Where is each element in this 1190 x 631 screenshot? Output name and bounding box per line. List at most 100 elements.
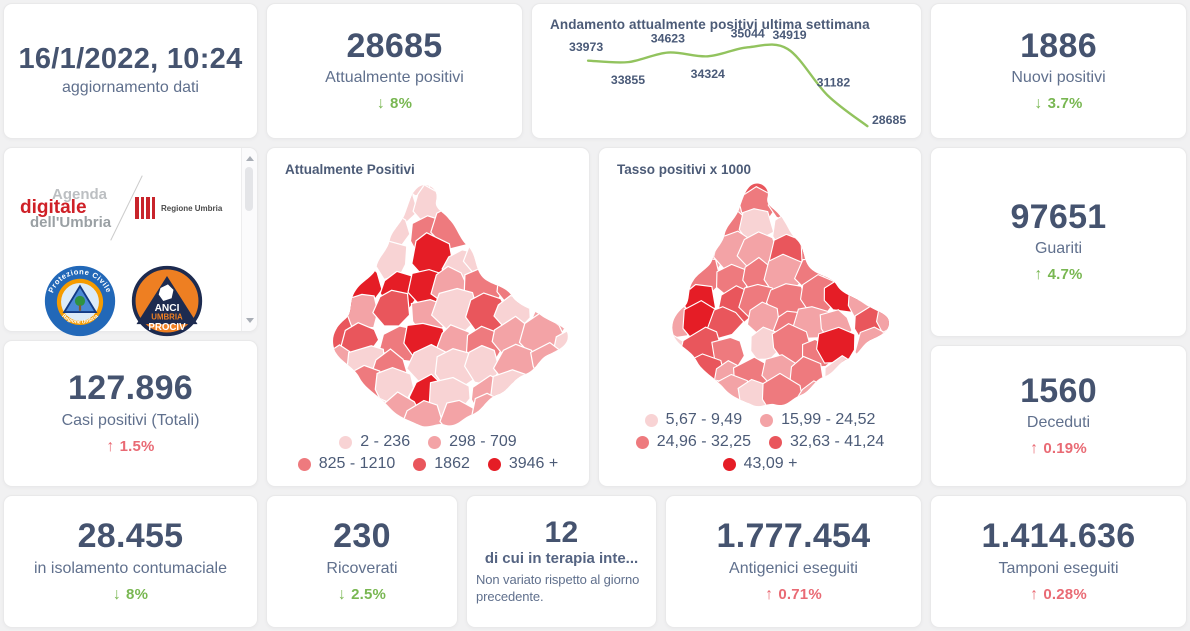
map2-svg[interactable] <box>599 179 921 411</box>
municipality-area[interactable] <box>529 215 570 255</box>
municipality-area[interactable] <box>848 232 889 276</box>
municipality-area[interactable] <box>316 188 365 237</box>
municipality-area[interactable] <box>852 179 893 221</box>
municipality-area[interactable] <box>656 384 695 411</box>
municipality-area[interactable] <box>291 211 329 248</box>
municipality-area[interactable] <box>878 213 920 250</box>
municipality-area[interactable] <box>287 192 327 228</box>
municipality-area[interactable] <box>687 182 726 222</box>
municipality-area[interactable] <box>490 179 534 204</box>
municipality-area[interactable] <box>503 397 538 433</box>
municipality-area[interactable] <box>882 254 919 290</box>
municipality-area[interactable] <box>469 392 516 433</box>
municipality-area[interactable] <box>473 179 512 207</box>
municipality-area[interactable] <box>706 306 745 339</box>
municipality-area[interactable] <box>402 399 444 433</box>
municipality-area[interactable] <box>876 179 914 197</box>
municipality-area[interactable] <box>789 179 835 198</box>
municipality-area[interactable] <box>372 289 411 327</box>
municipality-area[interactable] <box>286 346 326 391</box>
municipality-area[interactable] <box>347 179 393 203</box>
municipality-area[interactable] <box>853 209 891 249</box>
municipality-area[interactable] <box>828 381 865 411</box>
municipality-area[interactable] <box>316 377 353 413</box>
municipality-area[interactable] <box>626 329 666 367</box>
municipality-area[interactable] <box>604 283 637 319</box>
municipality-area[interactable] <box>605 187 647 225</box>
municipality-area[interactable] <box>496 268 537 306</box>
municipality-area[interactable] <box>599 375 639 411</box>
municipality-area[interactable] <box>530 365 573 411</box>
municipality-area[interactable] <box>826 179 866 198</box>
municipality-area[interactable] <box>561 404 589 433</box>
municipality-area[interactable] <box>881 353 916 396</box>
municipality-area[interactable] <box>534 182 574 223</box>
municipality-area[interactable] <box>285 244 324 286</box>
municipality-area[interactable] <box>854 326 893 370</box>
municipality-area[interactable] <box>885 234 917 268</box>
municipality-area[interactable] <box>287 264 327 303</box>
municipality-area[interactable] <box>624 216 666 254</box>
municipality-area[interactable] <box>317 273 355 312</box>
municipality-area[interactable] <box>319 244 365 288</box>
municipality-area[interactable] <box>559 291 589 330</box>
municipality-area[interactable] <box>607 330 641 365</box>
logos-scrollbar[interactable] <box>241 148 257 331</box>
municipality-area[interactable] <box>599 210 633 248</box>
scroll-down-icon[interactable] <box>242 314 257 327</box>
municipality-area[interactable] <box>602 179 634 196</box>
municipality-area[interactable] <box>842 372 888 411</box>
municipality-area[interactable] <box>649 183 695 221</box>
municipality-area[interactable] <box>630 287 667 323</box>
municipality-area[interactable] <box>561 235 589 279</box>
municipality-area[interactable] <box>528 179 574 208</box>
municipality-area[interactable] <box>267 285 294 327</box>
municipality-area[interactable] <box>267 404 288 433</box>
municipality-area[interactable] <box>552 260 589 304</box>
municipality-area[interactable] <box>267 193 299 234</box>
municipality-area[interactable] <box>877 188 911 225</box>
municipality-area[interactable] <box>305 214 355 259</box>
scroll-up-icon[interactable] <box>242 152 257 165</box>
municipality-area[interactable] <box>291 393 328 431</box>
municipality-area[interactable] <box>493 243 535 287</box>
municipality-area[interactable] <box>267 267 295 299</box>
municipality-area[interactable] <box>267 246 296 282</box>
municipality-area[interactable] <box>767 183 804 224</box>
municipality-area[interactable] <box>622 190 658 224</box>
municipality-area[interactable] <box>267 374 289 414</box>
municipality-area[interactable] <box>283 294 328 337</box>
municipality-area[interactable] <box>605 351 641 387</box>
municipality-area[interactable] <box>652 264 692 298</box>
municipality-area[interactable] <box>816 206 858 248</box>
municipality-area[interactable] <box>634 236 667 271</box>
municipality-area[interactable] <box>654 179 690 201</box>
municipality-area[interactable] <box>550 186 589 226</box>
municipality-area[interactable] <box>819 226 861 269</box>
municipality-area[interactable] <box>470 214 515 264</box>
municipality-area[interactable] <box>844 252 886 291</box>
municipality-area[interactable] <box>493 190 536 232</box>
municipality-area[interactable] <box>851 179 889 196</box>
municipality-area[interactable] <box>530 272 568 313</box>
municipality-area[interactable] <box>552 367 589 402</box>
municipality-area[interactable] <box>875 297 912 343</box>
municipality-area[interactable] <box>493 218 532 259</box>
municipality-area[interactable] <box>439 399 479 433</box>
municipality-area[interactable] <box>768 179 807 199</box>
map1-svg[interactable] <box>267 179 589 433</box>
municipality-area[interactable] <box>882 321 919 365</box>
municipality-area[interactable] <box>634 302 675 344</box>
municipality-area[interactable] <box>528 240 575 278</box>
municipality-area[interactable] <box>623 179 659 201</box>
municipality-area[interactable] <box>607 255 643 292</box>
municipality-area[interactable] <box>279 179 322 210</box>
municipality-area[interactable] <box>267 218 298 259</box>
municipality-area[interactable] <box>267 319 296 359</box>
municipality-area[interactable] <box>521 394 563 433</box>
municipality-area[interactable] <box>335 212 381 255</box>
municipality-area[interactable] <box>869 373 913 411</box>
municipality-area[interactable] <box>854 356 890 395</box>
municipality-area[interactable] <box>315 401 353 433</box>
municipality-area[interactable] <box>656 206 701 247</box>
